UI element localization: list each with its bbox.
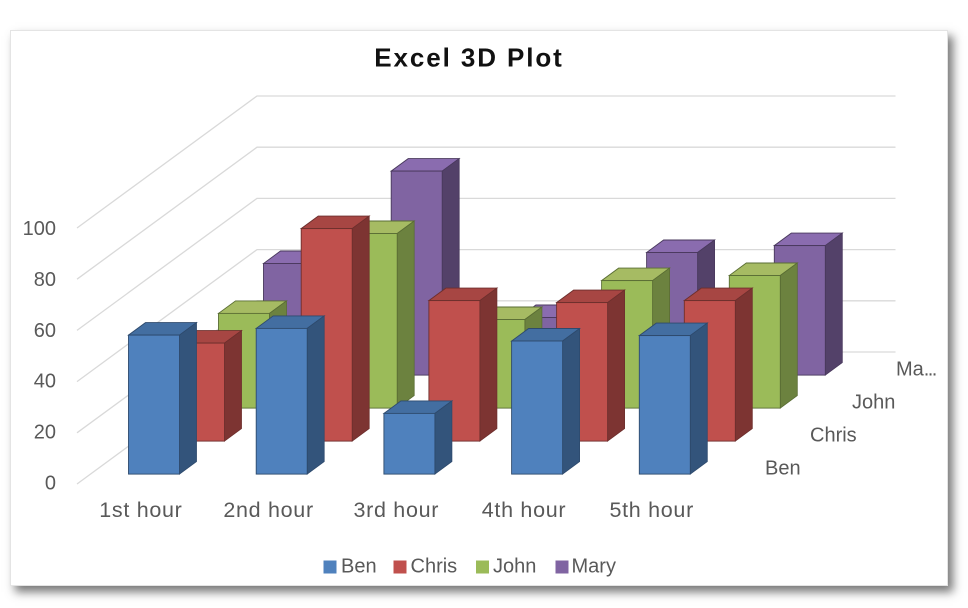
svg-text:Excel 3D Plot: Excel 3D Plot (374, 43, 563, 73)
svg-text:20: 20 (34, 422, 56, 444)
svg-text:Chris: Chris (411, 556, 458, 578)
svg-text:100: 100 (23, 218, 56, 240)
svg-text:Mary: Mary (572, 556, 616, 578)
svg-text:Chris: Chris (810, 425, 857, 447)
svg-text:0: 0 (45, 473, 56, 495)
svg-text:John: John (493, 556, 536, 578)
svg-text:John: John (852, 392, 895, 414)
svg-text:5th hour: 5th hour (609, 498, 694, 522)
svg-text:3rd hour: 3rd hour (353, 498, 439, 522)
svg-text:Ma...: Ma... (896, 359, 936, 381)
svg-text:40: 40 (34, 371, 56, 393)
svg-text:Ben: Ben (765, 458, 801, 480)
svg-text:Ben: Ben (341, 556, 377, 578)
svg-text:2nd hour: 2nd hour (223, 498, 313, 522)
svg-text:80: 80 (34, 269, 56, 291)
svg-text:60: 60 (34, 320, 56, 342)
svg-text:4th hour: 4th hour (482, 498, 567, 522)
svg-text:1st hour: 1st hour (99, 498, 182, 522)
